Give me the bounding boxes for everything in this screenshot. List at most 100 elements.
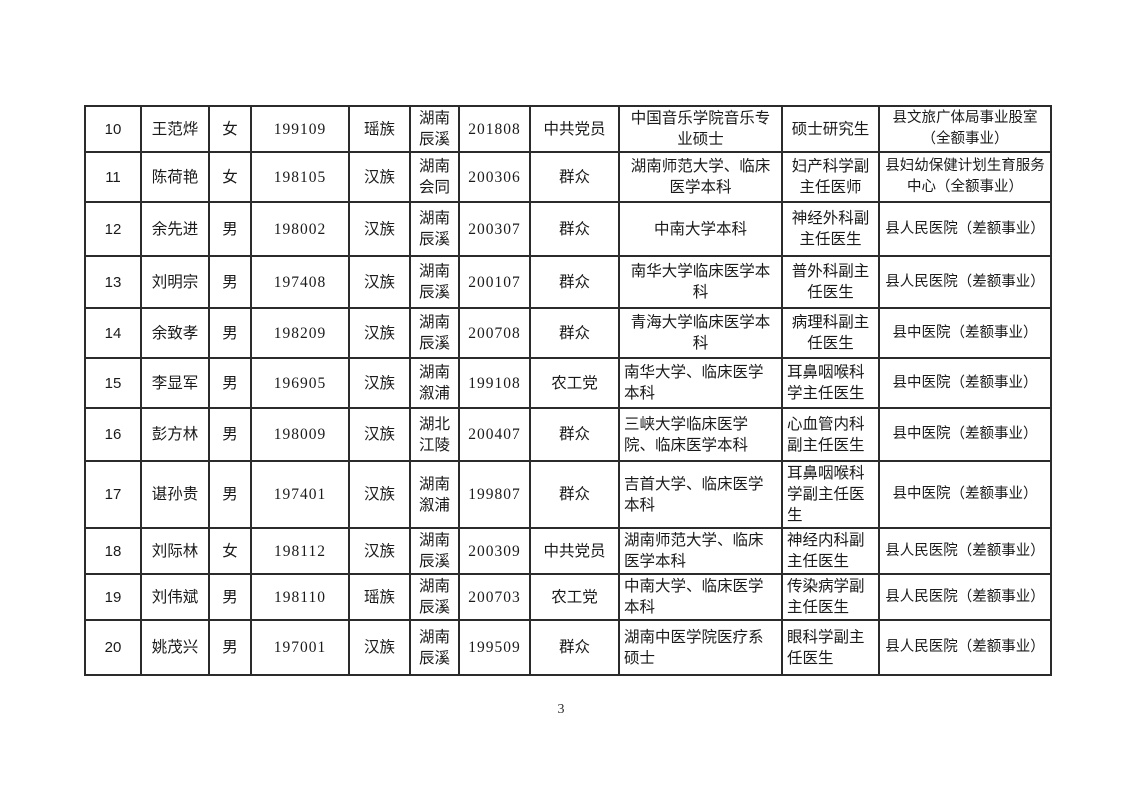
cell-political-status: 群众 (529, 255, 620, 309)
cell-political-status: 农工党 (529, 573, 620, 621)
table-row: 19 刘伟斌男 198110 瑶族 湖南辰溪 200703 农工党 中南大学、临床医学本科 传染… (84, 573, 1052, 621)
cell-birth-date: 196905 (250, 357, 350, 409)
cell-professional-title: 耳鼻咽喉科学副主任医生 (781, 460, 880, 529)
cell-work-unit: 县中医院（差额事业） (878, 357, 1052, 409)
table-row: 12 余先进男 198002 汉族 湖南辰溪 200307 群众 中南大学本科 神经外科副主任医… (84, 201, 1052, 257)
cell-name: 陈荷艳 (140, 151, 210, 203)
cell-gender: 男 (208, 573, 252, 621)
cell-work-start-date: 199807 (458, 460, 531, 529)
cell-serial: 12 (84, 201, 142, 257)
cell-professional-title: 妇产科学副主任医师 (781, 151, 880, 203)
table-row: 16 彭方林男 198009 汉族 湖北江陵 200407 群众 三峡大学临床医学院、临床医学… (84, 407, 1052, 462)
cell-work-start-date: 200407 (458, 407, 531, 462)
cell-native-place: 湖南辰溪 (409, 255, 460, 309)
cell-serial: 10 (84, 105, 142, 153)
cell-native-place: 湖南溆浦 (409, 460, 460, 529)
cell-work-unit: 县人民医院（差额事业） (878, 255, 1052, 309)
cell-work-start-date: 200107 (458, 255, 531, 309)
cell-serial: 16 (84, 407, 142, 462)
cell-professional-title: 神经外科副主任医生 (781, 201, 880, 257)
cell-work-start-date: 200306 (458, 151, 531, 203)
cell-education: 青海大学临床医学本科 (618, 307, 783, 359)
cell-education: 吉首大学、临床医学本科 (618, 460, 783, 529)
cell-native-place: 湖南辰溪 (409, 307, 460, 359)
table-row: 14 余致孝男 198209 汉族 湖南辰溪 200708 群众 青海大学临床医学本科 病理科副… (84, 307, 1052, 359)
cell-work-start-date: 201808 (458, 105, 531, 153)
cell-professional-title: 神经内科副主任医生 (781, 527, 880, 575)
cell-work-unit: 县中医院（差额事业） (878, 460, 1052, 529)
cell-name: 李显军 (140, 357, 210, 409)
cell-birth-date: 197408 (250, 255, 350, 309)
cell-work-start-date: 199509 (458, 619, 531, 676)
cell-ethnicity: 汉族 (348, 151, 411, 203)
cell-education: 中南大学本科 (618, 201, 783, 257)
cell-name: 余先进 (140, 201, 210, 257)
cell-birth-date: 197401 (250, 460, 350, 529)
cell-work-unit: 县人民医院（差额事业） (878, 527, 1052, 575)
table-row: 17 谌孙贵男 197401 汉族 湖南溆浦 199807 群众 吉首大学、临床医学本科 耳鼻咽… (84, 460, 1052, 529)
cell-name: 王范烨 (140, 105, 210, 153)
cell-native-place: 湖南溆浦 (409, 357, 460, 409)
cell-serial: 17 (84, 460, 142, 529)
cell-education: 湖南中医学院医疗系硕士 (618, 619, 783, 676)
cell-work-unit: 县人民医院（差额事业） (878, 573, 1052, 621)
cell-native-place: 湖南辰溪 (409, 527, 460, 575)
cell-native-place: 湖北江陵 (409, 407, 460, 462)
cell-professional-title: 普外科副主任医生 (781, 255, 880, 309)
cell-name: 刘伟斌 (140, 573, 210, 621)
cell-ethnicity: 汉族 (348, 527, 411, 575)
cell-ethnicity: 瑶族 (348, 573, 411, 621)
cell-ethnicity: 汉族 (348, 307, 411, 359)
cell-native-place: 湖南辰溪 (409, 573, 460, 621)
cell-professional-title: 眼科学副主任医生 (781, 619, 880, 676)
cell-name: 刘际林 (140, 527, 210, 575)
cell-work-unit: 县文旅广体局事业股室（全额事业） (878, 105, 1052, 153)
cell-birth-date: 199109 (250, 105, 350, 153)
cell-work-start-date: 200307 (458, 201, 531, 257)
cell-name: 彭方林 (140, 407, 210, 462)
cell-work-start-date: 199108 (458, 357, 531, 409)
cell-education: 南华大学、临床医学本科 (618, 357, 783, 409)
cell-education: 湖南师范大学、临床医学本科 (618, 151, 783, 203)
cell-ethnicity: 汉族 (348, 460, 411, 529)
page-number: 3 (557, 702, 565, 717)
cell-education: 中国音乐学院音乐专业硕士 (618, 105, 783, 153)
cell-education: 南华大学临床医学本科 (618, 255, 783, 309)
cell-professional-title: 心血管内科副主任医生 (781, 407, 880, 462)
cell-political-status: 群众 (529, 201, 620, 257)
cell-native-place: 湖南辰溪 (409, 619, 460, 676)
cell-serial: 14 (84, 307, 142, 359)
cell-native-place: 湖南辰溪 (409, 105, 460, 153)
table-row: 15 李显军男 196905 汉族 湖南溆浦 199108 农工党 南华大学、临床医学本科 耳鼻… (84, 357, 1052, 409)
cell-gender: 女 (208, 151, 252, 203)
cell-serial: 15 (84, 357, 142, 409)
cell-birth-date: 198209 (250, 307, 350, 359)
cell-gender: 男 (208, 201, 252, 257)
cell-gender: 男 (208, 407, 252, 462)
cell-professional-title: 耳鼻咽喉科学主任医生 (781, 357, 880, 409)
cell-work-start-date: 200708 (458, 307, 531, 359)
table-body: 10 王范烨女 199109 瑶族 湖南辰溪 201808 中共党员 中国音乐学院音乐专业硕士… (84, 105, 1052, 676)
table-row: 11 陈荷艳女 198105 汉族 湖南会同 200306 群众 湖南师范大学、临床医学本科妇… (84, 151, 1052, 203)
cell-gender: 女 (208, 527, 252, 575)
cell-name: 谌孙贵 (140, 460, 210, 529)
cell-ethnicity: 汉族 (348, 407, 411, 462)
cell-gender: 男 (208, 255, 252, 309)
cell-political-status: 农工党 (529, 357, 620, 409)
table-row: 20 姚茂兴男 197001 汉族 湖南辰溪 199509 群众 湖南中医学院医疗系硕士 眼科学… (84, 619, 1052, 676)
cell-birth-date: 198002 (250, 201, 350, 257)
cell-birth-date: 198112 (250, 527, 350, 575)
cell-birth-date: 198110 (250, 573, 350, 621)
cell-political-status: 中共党员 (529, 105, 620, 153)
cell-education: 中南大学、临床医学本科 (618, 573, 783, 621)
cell-name: 刘明宗 (140, 255, 210, 309)
cell-political-status: 群众 (529, 407, 620, 462)
cell-education: 三峡大学临床医学院、临床医学本科 (618, 407, 783, 462)
cell-professional-title: 病理科副主任医生 (781, 307, 880, 359)
cell-serial: 11 (84, 151, 142, 203)
cell-gender: 女 (208, 105, 252, 153)
cell-gender: 男 (208, 460, 252, 529)
cell-work-start-date: 200309 (458, 527, 531, 575)
cell-birth-date: 197001 (250, 619, 350, 676)
